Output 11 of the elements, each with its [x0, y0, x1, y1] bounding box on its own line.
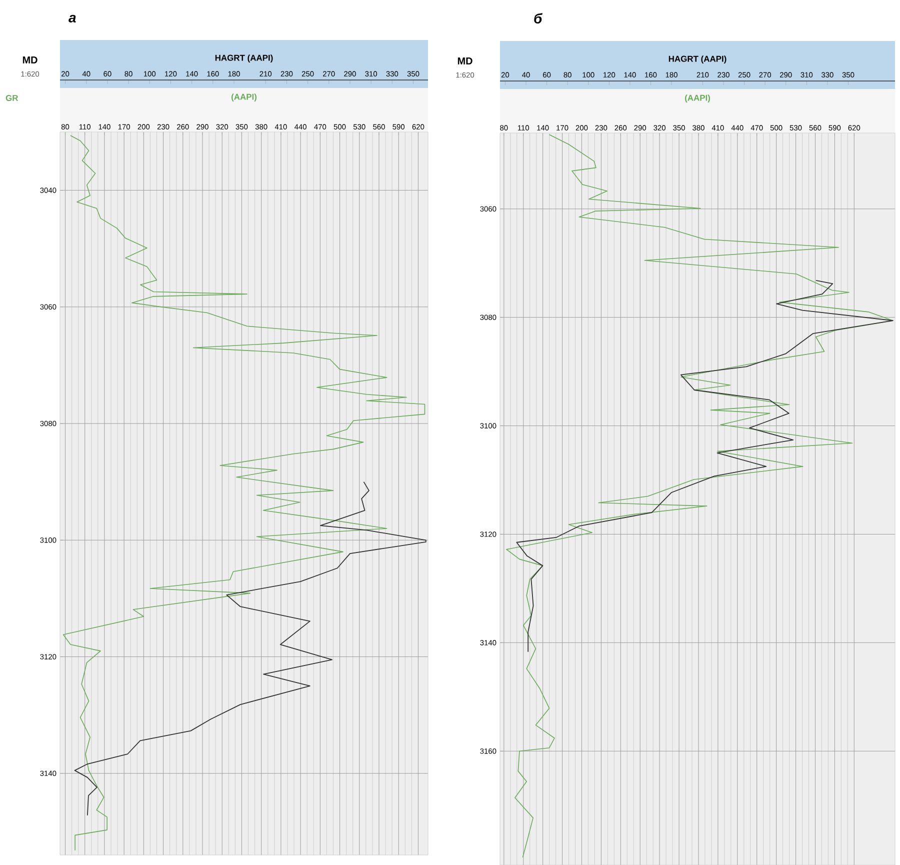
- line-series: [506, 134, 894, 858]
- chart-title: б: [534, 13, 542, 24]
- chart-title: а: [68, 14, 76, 22]
- text: GR: [6, 95, 18, 101]
- x2-axis-title: HAGRT (AAPI): [668, 56, 726, 64]
- x-axis-title: (AAPI): [684, 94, 710, 102]
- x2-axis-title: HAGRT (AAPI): [215, 54, 273, 62]
- x-axis-title: (AAPI): [231, 94, 257, 102]
- y-axis-title: MD: [22, 56, 38, 64]
- line-series: [62, 135, 426, 851]
- y-axis-title: MD: [458, 58, 472, 64]
